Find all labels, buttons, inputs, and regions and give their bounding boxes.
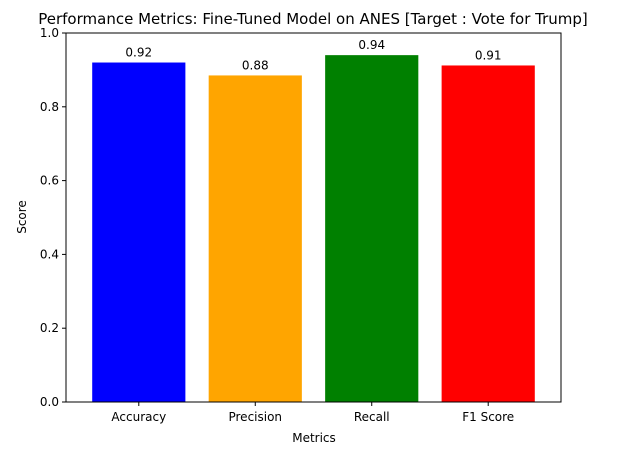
bar-value-label: 0.92 (125, 46, 152, 60)
y-axis: 0.0 0.2 0.4 0.6 0.8 1.0 (40, 26, 66, 409)
y-tick-label: 1.0 (40, 26, 59, 40)
bar-precision (208, 75, 302, 402)
plot-area: 0.0 0.2 0.4 0.6 0.8 1.0 Accuracy Precision Reca… (40, 26, 562, 424)
bar-value-label: 0.94 (358, 38, 385, 52)
x-tick-label: Precision (228, 410, 282, 424)
bar-accuracy (92, 62, 186, 403)
y-tick-label: 0.0 (40, 395, 59, 409)
x-tick-label: Accuracy (111, 410, 166, 424)
bar-value-label: 0.91 (475, 48, 502, 62)
y-tick-label: 0.8 (40, 100, 59, 114)
bar-f1-score (441, 65, 535, 403)
bars (92, 55, 535, 403)
y-tick-label: 0.4 (40, 247, 59, 261)
x-tick-label: Recall (354, 410, 390, 424)
x-axis: Accuracy Precision Recall F1 Score (111, 402, 514, 424)
plot-frame (65, 32, 562, 403)
y-tick-label: 0.2 (40, 321, 59, 335)
x-tick-label: F1 Score (462, 410, 514, 424)
chart-title: Performance Metrics: Fine-Tuned Model on… (38, 10, 588, 28)
bar-value-labels: 0.92 0.88 0.94 0.91 (125, 38, 501, 72)
bar-recall (325, 55, 419, 402)
y-tick-label: 0.6 (40, 174, 59, 188)
y-axis-label: Score (15, 200, 29, 234)
bar-value-label: 0.88 (242, 58, 269, 72)
x-axis-label: Metrics (292, 431, 336, 445)
